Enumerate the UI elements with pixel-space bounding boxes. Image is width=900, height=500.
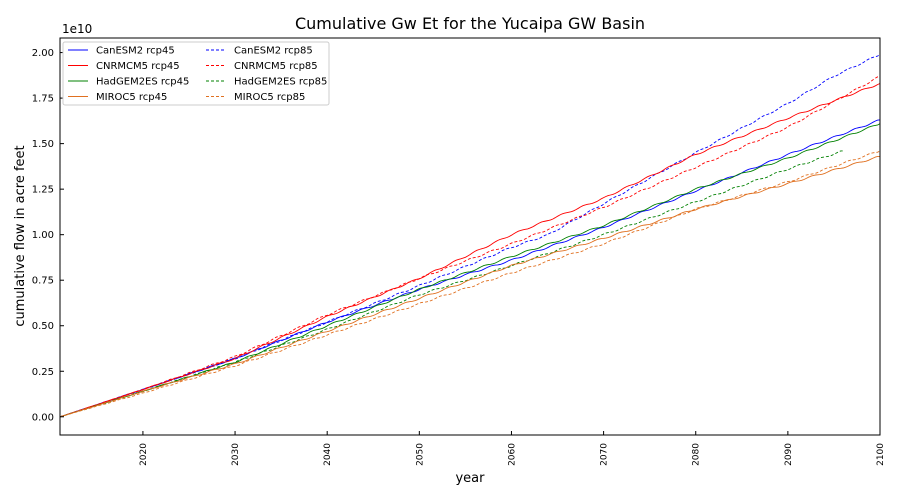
- series-line-miroc5-rcp45: [59, 155, 880, 418]
- legend-label: HadGEM2ES rcp45: [96, 77, 189, 88]
- x-tick-label: 2100: [876, 443, 886, 466]
- chart-title: Cumulative Gw Et for the Yucaipa GW Basi…: [295, 14, 645, 33]
- plot-area: [59, 37, 881, 436]
- y-tick-label: 1.50: [32, 139, 54, 150]
- x-tick-label: 2060: [507, 443, 517, 466]
- legend-label: CNRMCM5 rcp85: [234, 61, 318, 72]
- series-layer: [59, 54, 881, 418]
- legend-label: HadGEM2ES rcp85: [234, 77, 327, 88]
- y-tick-label: 0.00: [32, 412, 54, 423]
- series-line-hadgem2es-rcp45: [59, 123, 881, 418]
- legend: CanESM2 rcp45 CNRMCM5 rcp45 HadGEM2ES rcp4…: [62, 41, 330, 106]
- y-tick-label: 0.25: [32, 367, 54, 378]
- x-tick-label: 2040: [323, 443, 333, 466]
- legend-label: CanESM2 rcp85: [234, 46, 313, 57]
- y-tick-label: 0.50: [32, 321, 54, 332]
- y-tick-label: 1.75: [32, 94, 54, 105]
- series-line-cnrmcm5-rcp45: [59, 83, 881, 418]
- y-tick-label: 0.75: [32, 276, 54, 287]
- legend-label: CanESM2 rcp45: [96, 46, 175, 57]
- series-line-canesm2-rcp45: [59, 119, 881, 418]
- series-line-cnrmcm5-rcp85: [59, 75, 881, 418]
- y-tick-label: 1.00: [32, 230, 54, 241]
- x-tick-label: 2020: [139, 443, 149, 466]
- legend-label: MIROC5 rcp85: [234, 92, 305, 103]
- legend-label: MIROC5 rcp45: [96, 92, 167, 103]
- y-tick-label: 2.00: [32, 48, 54, 59]
- y-tick-label: 1.25: [32, 185, 54, 196]
- legend-box: [62, 41, 330, 106]
- legend-label: CNRMCM5 rcp45: [96, 61, 180, 72]
- x-tick-label: 2070: [600, 443, 610, 466]
- x-tick-label: 2080: [692, 443, 702, 466]
- y-offset-label: 1e10: [62, 22, 92, 36]
- plot-frame: [59, 37, 881, 436]
- x-tick-label: 2090: [784, 443, 794, 466]
- x-tick-label: 2050: [415, 443, 425, 466]
- x-axis-label: year: [455, 471, 485, 486]
- y-axis-label: cumulative flow in acre feet: [13, 145, 28, 326]
- x-tick-label: 2030: [231, 443, 241, 466]
- y-axis: 0.00 0.25 0.50 0.75 1.00 1.25 1.50 1.75 2.00: [32, 48, 64, 423]
- series-line-miroc5-rcp85: [59, 150, 881, 418]
- x-axis: 2020 2030 2040 2050 2060 2070 2080 2090 2100: [139, 431, 886, 466]
